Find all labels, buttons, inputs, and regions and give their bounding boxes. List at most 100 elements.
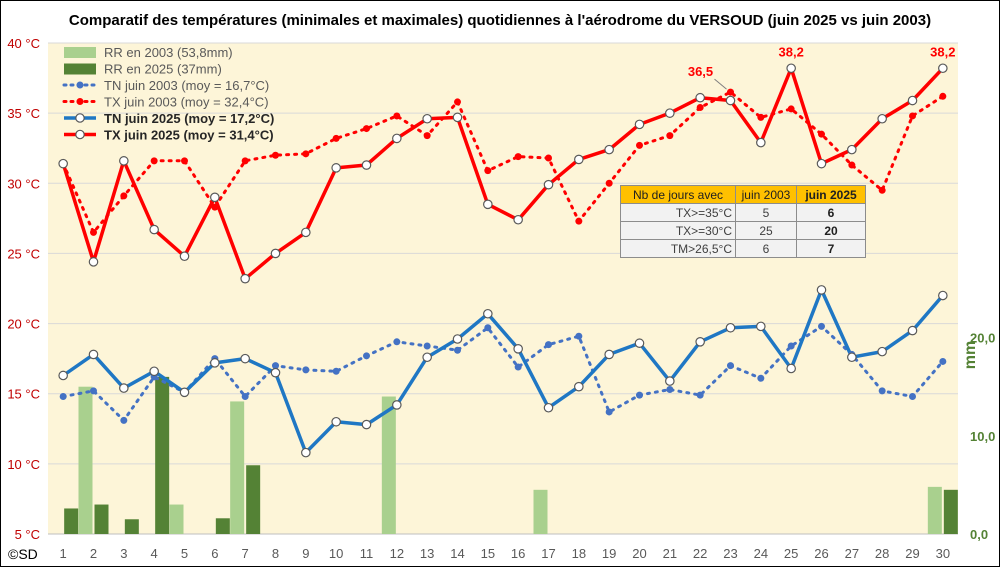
x-tick-label: 23 [723,546,737,561]
data-point [787,342,795,350]
dotted-series-line [61,324,945,422]
data-point [513,344,523,354]
data-point [636,141,643,149]
x-tick-label: 3 [120,546,127,561]
table-row: TX>=35°C 5 6 [620,203,866,222]
data-point [877,346,887,357]
x-tick-label: 22 [693,546,707,561]
x-tick-label: 14 [450,546,464,561]
data-point [210,192,220,203]
solid-series-line [61,288,945,455]
data-point [149,366,159,377]
data-point [575,217,583,225]
table-cell: 5 [735,203,797,222]
data-point [634,338,645,349]
legend-marker [75,113,85,123]
y-tick-label: 15 °C [7,387,40,402]
data-point [119,383,129,393]
data-point [241,393,249,401]
data-point [363,352,370,360]
data-point [361,419,372,430]
table-cell: 6 [735,239,797,258]
data-point [149,224,159,235]
legend-label: TN juin 2025 (moy = 17,2°C) [104,111,274,126]
chart-title: Comparatif des températures (minimales e… [69,12,931,29]
data-point [604,144,614,155]
data-point [484,324,492,332]
rain-bar [78,386,93,534]
x-tick-label: 27 [845,546,859,561]
x-tick-label: 7 [242,546,249,561]
data-point [877,113,887,124]
x-tick-label: 19 [602,546,616,561]
data-point [816,158,827,169]
data-point [514,153,522,161]
x-tick-label: 4 [151,546,158,561]
data-point [90,228,97,236]
data-point [878,387,886,395]
data-point [423,132,431,140]
legend-marker [75,129,85,140]
right-axis-label: mm [962,341,979,369]
data-point [179,387,190,398]
data-point [58,158,68,169]
data-point [181,157,188,165]
y-right-tick-label: 0,0 [970,527,988,542]
data-point [939,92,947,100]
days-count-table: Nb de jours avec juin 2003 juin 2025 TX>… [620,185,866,258]
data-point [393,112,401,120]
x-tick-label: 20 [632,546,646,561]
copyright-text: ©SD [8,546,38,562]
data-point [696,391,704,399]
data-point [120,192,128,200]
x-tick-label: 16 [511,546,525,561]
data-point [332,367,340,375]
data-point [847,144,857,155]
table-header-row: Nb de jours avec juin 2003 juin 2025 [620,185,866,204]
data-point [454,98,461,106]
legend-marker [76,98,84,105]
data-point [695,337,705,347]
data-point [150,157,158,165]
data-point [332,134,340,142]
x-tick-label: 6 [211,546,218,561]
temperature-points [58,63,948,458]
legend-label: RR en 2003 (53,8mm) [104,45,233,60]
data-point [393,338,401,346]
rain-bar [230,401,245,534]
data-point [665,376,675,386]
x-axis: 1 2 3 4 5 6 7 8 9 10 11 12 13 14 15 16 17 18 19 20 21 22 23 24 2… [60,546,951,561]
precipitation-bars [64,376,958,534]
data-point [727,88,734,96]
data-point [696,104,704,112]
table-header-cell: Nb de jours avec [620,185,736,204]
table-cell: TX>=30°C [620,221,736,240]
data-label: 38,2 [779,44,804,59]
rain-bar [943,489,958,534]
data-point [725,95,736,106]
solid-series-line [61,66,945,281]
data-point [909,393,916,401]
data-point [665,108,675,118]
x-tick-label: 15 [481,546,495,561]
data-point [361,160,372,170]
data-point [636,391,643,399]
data-point [58,370,68,381]
data-point [907,325,918,336]
data-point [574,381,584,392]
table-cell: 20 [796,221,866,240]
data-point [483,199,493,210]
data-point [727,362,734,370]
table-cell: 25 [735,221,797,240]
x-tick-label: 21 [663,546,677,561]
data-point [574,154,584,165]
table-row: TX>=30°C 25 20 [620,221,866,240]
data-point [787,105,795,113]
data-point [363,125,370,133]
data-point [301,227,311,238]
rain-bar [927,486,942,534]
data-point [301,447,311,458]
table-cell: TM>26,5°C [620,239,736,258]
legend-label: TN juin 2003 (moy = 16,7°C) [104,78,269,93]
